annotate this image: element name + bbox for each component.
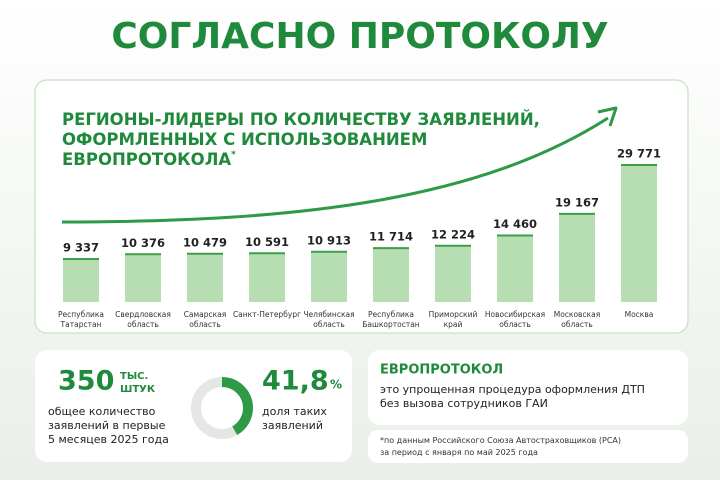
value-label: 10 376 xyxy=(121,236,165,250)
bar xyxy=(621,165,657,302)
share-unit: % xyxy=(330,378,342,392)
footnote: *по данным Российского Союза Автострахов… xyxy=(380,436,621,457)
bar xyxy=(559,213,595,302)
footnote-card xyxy=(368,430,688,463)
value-label: 10 479 xyxy=(183,235,227,249)
category-label: область xyxy=(499,320,531,329)
definition-card xyxy=(368,350,688,425)
category-label: Приморский xyxy=(429,310,478,319)
value-label: 10 591 xyxy=(245,235,289,249)
share-description: доля таких заявлений xyxy=(262,405,327,432)
arrow-head xyxy=(597,106,618,127)
value-label: 9 337 xyxy=(63,241,99,255)
bar xyxy=(497,235,533,302)
category-label: Москва xyxy=(625,310,654,319)
category-label: Самарская xyxy=(184,310,227,319)
bar xyxy=(373,248,409,302)
bar xyxy=(435,245,471,302)
category-label: Республика xyxy=(368,310,414,319)
bar xyxy=(187,253,223,302)
category-label: Башкортостан xyxy=(362,320,420,329)
total-value: 350 xyxy=(58,366,114,397)
category-label: Новосибирская xyxy=(485,310,545,319)
definition-text: это упрощенная процедура оформления ДТП б… xyxy=(380,383,645,410)
value-label: 14 460 xyxy=(493,217,537,231)
value-label: 10 913 xyxy=(307,233,351,247)
category-label: область xyxy=(189,320,221,329)
category-label: область xyxy=(127,320,159,329)
category-label: Санкт-Петербург xyxy=(233,310,301,319)
bar xyxy=(311,251,347,302)
bar xyxy=(63,259,99,302)
share-value: 41,8 xyxy=(262,366,329,397)
chart-title: РЕГИОНЫ-ЛИДЕРЫ ПО КОЛИЧЕСТВУ ЗАЯВЛЕНИЙ, … xyxy=(62,110,546,169)
value-label: 11 714 xyxy=(369,230,413,244)
category-label: Челябинская xyxy=(303,310,354,319)
category-label: Московская xyxy=(554,310,600,319)
bar xyxy=(249,253,285,302)
category-label: область xyxy=(561,320,593,329)
bar xyxy=(125,254,161,302)
category-label: Татарстан xyxy=(60,320,102,329)
trend-arrow xyxy=(61,116,609,224)
total-unit: ТЫС. ШТУК xyxy=(120,371,156,395)
category-label: Свердловская xyxy=(115,310,171,319)
total-description: общее количество заявлений в первые 5 меся… xyxy=(48,405,169,446)
value-label: 12 224 xyxy=(431,227,475,241)
value-label: 29 771 xyxy=(617,147,661,161)
page-title: СОГЛАСНО ПРОТОКОЛУ xyxy=(111,16,608,57)
category-label: край xyxy=(444,320,463,329)
category-label: Республика xyxy=(58,310,104,319)
donut-arc xyxy=(191,377,253,439)
category-label: область xyxy=(313,320,345,329)
value-label: 19 167 xyxy=(555,195,599,209)
definition-title: ЕВРОПРОТОКОЛ xyxy=(380,363,503,378)
